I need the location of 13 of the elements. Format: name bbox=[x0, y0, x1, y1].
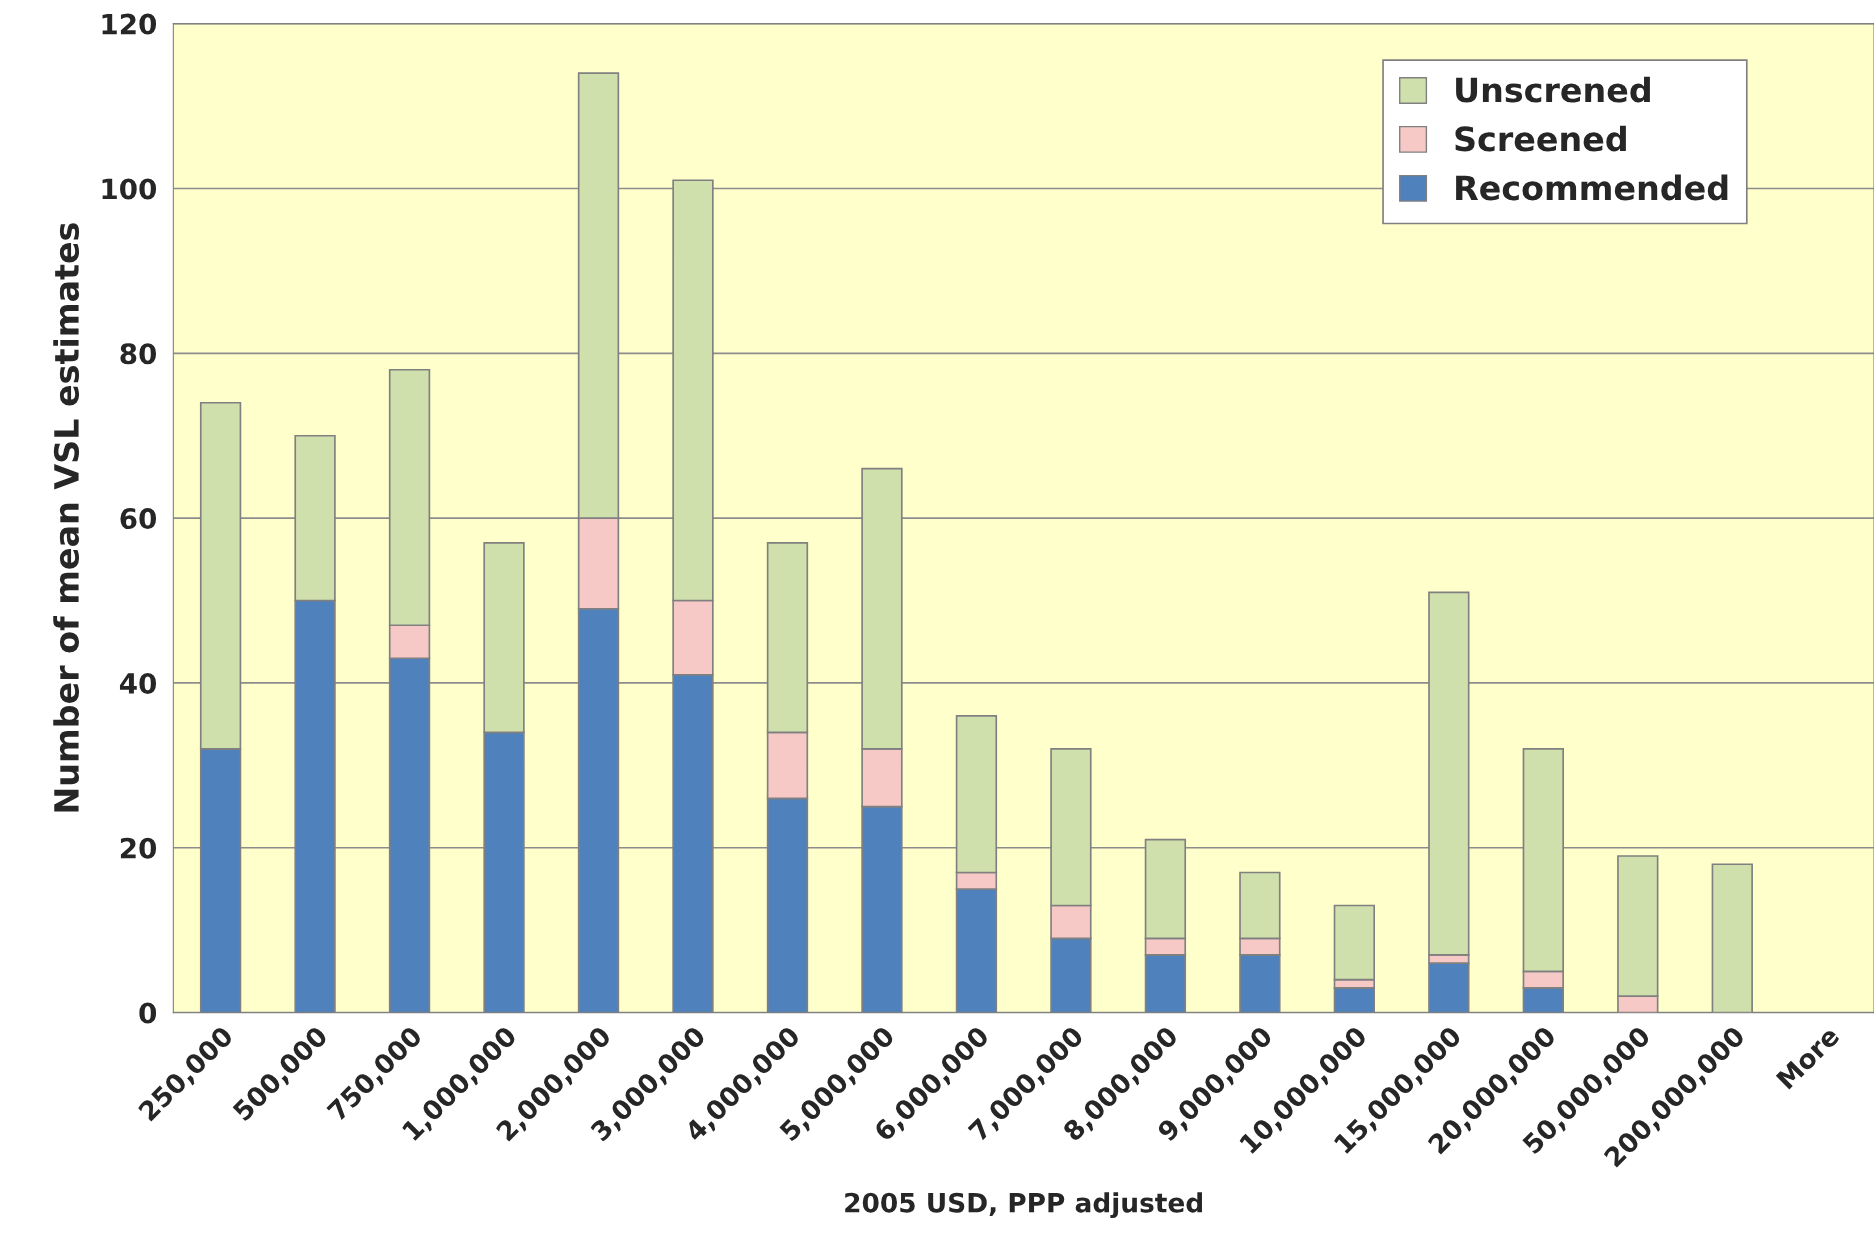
y-tick-label: 40 bbox=[119, 672, 157, 694]
legend-label: Unscrened bbox=[1456, 76, 1650, 103]
y-axis-title: Number of mean VSL estimates bbox=[53, 223, 80, 812]
bar bbox=[1711, 863, 1753, 1013]
y-tick-label: 80 bbox=[120, 343, 157, 365]
legend-label: Screened bbox=[1455, 125, 1626, 152]
y-tick-label: 120 bbox=[102, 13, 157, 35]
y-tick-label: 20 bbox=[120, 837, 157, 859]
y-tick-label: 100 bbox=[102, 178, 157, 200]
y-tick-label: 60 bbox=[120, 508, 157, 530]
legend-label: Recommended bbox=[1456, 174, 1728, 201]
x-axis-title: 2005 USD, PPP adjusted bbox=[845, 1192, 1202, 1218]
y-tick-label: 0 bbox=[139, 1002, 157, 1024]
